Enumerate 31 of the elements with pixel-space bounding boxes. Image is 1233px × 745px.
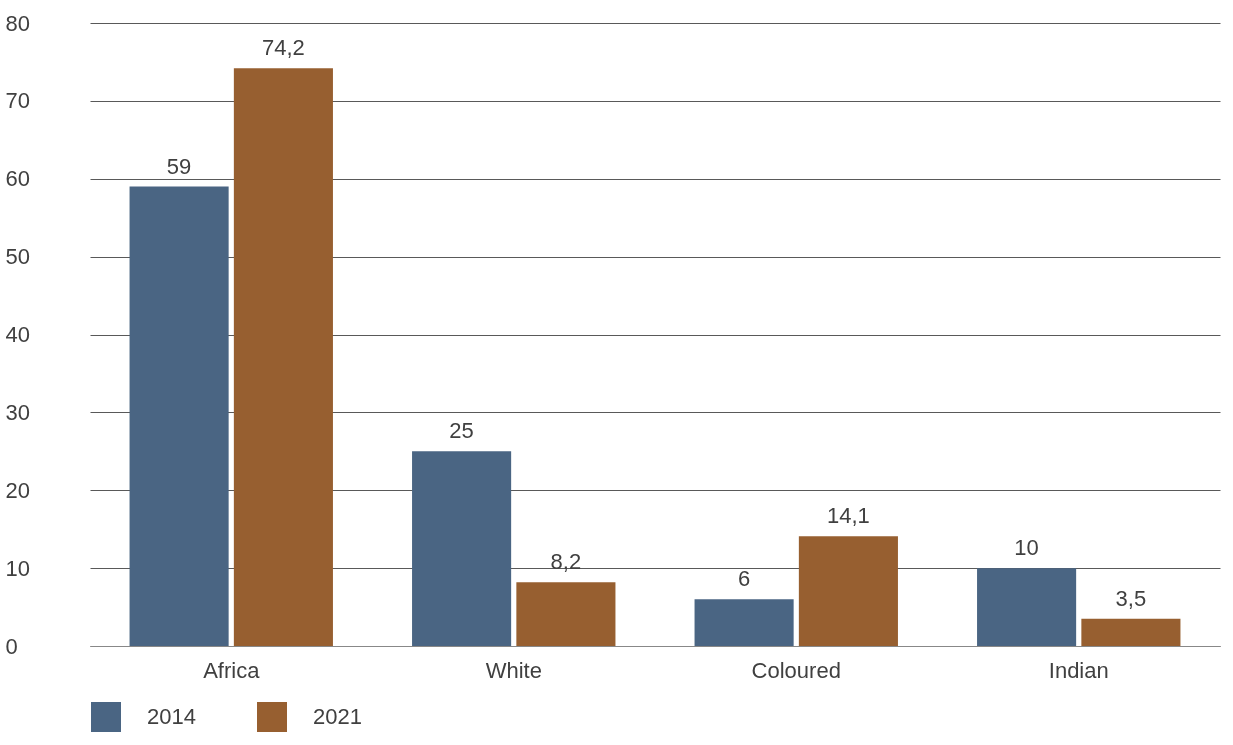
y-tick-label: 40 bbox=[5, 322, 30, 347]
bar bbox=[977, 568, 1077, 646]
legend-label: 2014 bbox=[147, 704, 196, 729]
data-label: 59 bbox=[166, 153, 192, 179]
y-tick-label: 20 bbox=[5, 477, 30, 503]
data-label: 3,5 bbox=[1115, 585, 1147, 611]
bar bbox=[129, 186, 229, 646]
y-tick-label: 50 bbox=[5, 244, 30, 270]
bar bbox=[412, 451, 512, 646]
y-tick-label: 60 bbox=[5, 166, 30, 192]
data-label: 14,1 bbox=[826, 503, 870, 529]
data-label: 74,2 bbox=[261, 35, 305, 61]
bar bbox=[694, 599, 794, 646]
data-label: 8,2 bbox=[550, 549, 582, 575]
y-tick-label: 30 bbox=[5, 399, 30, 425]
data-label: 10 bbox=[1014, 535, 1039, 561]
x-tick-label: Indian bbox=[1048, 657, 1109, 683]
bar bbox=[516, 582, 616, 646]
data-label: 25 bbox=[449, 418, 474, 444]
data-label: 6 bbox=[737, 566, 751, 592]
y-tick-label: 70 bbox=[5, 88, 30, 114]
bar bbox=[798, 536, 898, 646]
y-tick-label: 80 bbox=[5, 10, 30, 36]
x-tick-label: White bbox=[485, 657, 542, 683]
legend-label: 2021 bbox=[313, 704, 362, 729]
bar bbox=[233, 68, 333, 646]
x-tick-label: Africa bbox=[203, 657, 261, 683]
y-tick-label: 10 bbox=[5, 555, 30, 581]
y-tick-label: 0 bbox=[5, 633, 18, 659]
bar bbox=[1081, 618, 1181, 646]
x-tick-label: Coloured bbox=[751, 657, 841, 683]
